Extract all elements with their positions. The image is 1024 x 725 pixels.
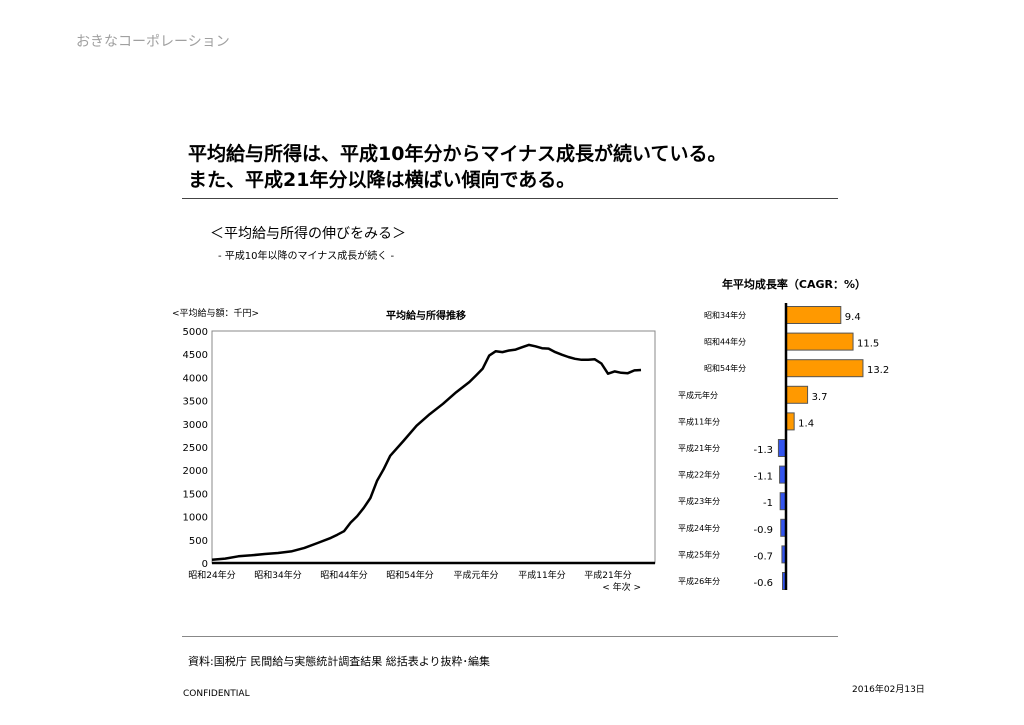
- x-tick-label: 昭和54年分: [386, 569, 433, 581]
- y-axis-label: <平均給与額：千円>: [172, 307, 259, 319]
- y-tick-label: 3000: [183, 420, 208, 431]
- category-label: 平成11年分: [678, 416, 720, 426]
- headline: 平均給与所得は、平成10年分からマイナス成長が続いている。 また、平成21年分以…: [188, 141, 727, 193]
- y-tick-label: 4500: [183, 350, 208, 361]
- bar: [785, 385, 809, 404]
- bar: [785, 306, 842, 324]
- value-label: -1.1: [753, 472, 773, 483]
- category-label: 昭和44年分: [704, 337, 746, 347]
- footer-divider: [182, 636, 838, 637]
- y-tick-label: 2500: [183, 443, 208, 454]
- y-tick-label: 4000: [183, 373, 208, 384]
- salary-line: [211, 343, 642, 562]
- confidential-label: CONFIDENTIAL: [183, 689, 250, 699]
- line-chart-title: 平均給与所得推移: [386, 309, 466, 322]
- bar: [785, 332, 854, 351]
- x-tick-label: 昭和44年分: [320, 569, 367, 581]
- headline-line-2: また、平成21年分以降は横ばい傾向である。: [188, 169, 576, 191]
- y-tick-label: 0: [202, 559, 208, 570]
- x-tick-label: 平成11年分: [518, 569, 565, 581]
- divider: [182, 198, 838, 199]
- y-tick-label: 1000: [183, 513, 208, 524]
- bar: [785, 359, 864, 378]
- category-label: 平成26年分: [678, 576, 720, 586]
- value-label: 13.2: [867, 365, 889, 376]
- y-tick-label: 500: [189, 536, 208, 547]
- value-label: 3.7: [812, 392, 828, 403]
- value-label: 9.4: [845, 312, 861, 323]
- category-label: 平成23年分: [678, 496, 720, 506]
- category-label: 平成24年分: [678, 523, 720, 533]
- value-label: -1: [763, 498, 773, 509]
- company-logo: おきなコーポレーション: [76, 34, 230, 50]
- category-label: 平成25年分: [678, 549, 720, 559]
- section-note: - 平成10年以降のマイナス成長が続く -: [218, 251, 395, 262]
- x-tick-label: 昭和34年分: [254, 569, 301, 581]
- y-tick-label: 2000: [183, 466, 208, 477]
- value-label: -0.7: [753, 551, 773, 562]
- category-label: 平成21年分: [678, 443, 720, 453]
- plot-area: [211, 330, 656, 564]
- category-label: 平成22年分: [678, 470, 720, 480]
- value-label: -1.3: [753, 445, 773, 456]
- y-tick-label: 3500: [183, 397, 208, 408]
- x-tick-label: 昭和24年分: [188, 569, 235, 581]
- y-tick-label: 1500: [183, 489, 208, 500]
- value-label: 1.4: [798, 418, 814, 429]
- category-label: 昭和34年分: [704, 310, 746, 320]
- x-tick-label: 平成21年分: [584, 569, 631, 581]
- value-label: 11.5: [857, 339, 879, 350]
- date-label: 2016年02月13日: [852, 685, 925, 695]
- headline-line-1: 平均給与所得は、平成10年分からマイナス成長が続いている。: [188, 143, 727, 165]
- category-label: 平成元年分: [678, 390, 718, 400]
- value-label: -0.9: [753, 525, 773, 536]
- x-axis-label: < 年次 >: [602, 581, 641, 593]
- category-label: 昭和54年分: [704, 363, 746, 373]
- section-subtitle: ＜平均給与所得の伸びをみる＞: [210, 226, 406, 242]
- x-tick-label: 平成元年分: [453, 569, 498, 581]
- value-label: -0.6: [753, 578, 773, 589]
- y-tick-label: 5000: [183, 327, 208, 338]
- bar-chart-title: 年平均成長率（CAGR：%）: [722, 277, 866, 291]
- source-note: 資料:国税庁 民間給与実態統計調査結果 総括表より抜粋･編集: [188, 655, 490, 668]
